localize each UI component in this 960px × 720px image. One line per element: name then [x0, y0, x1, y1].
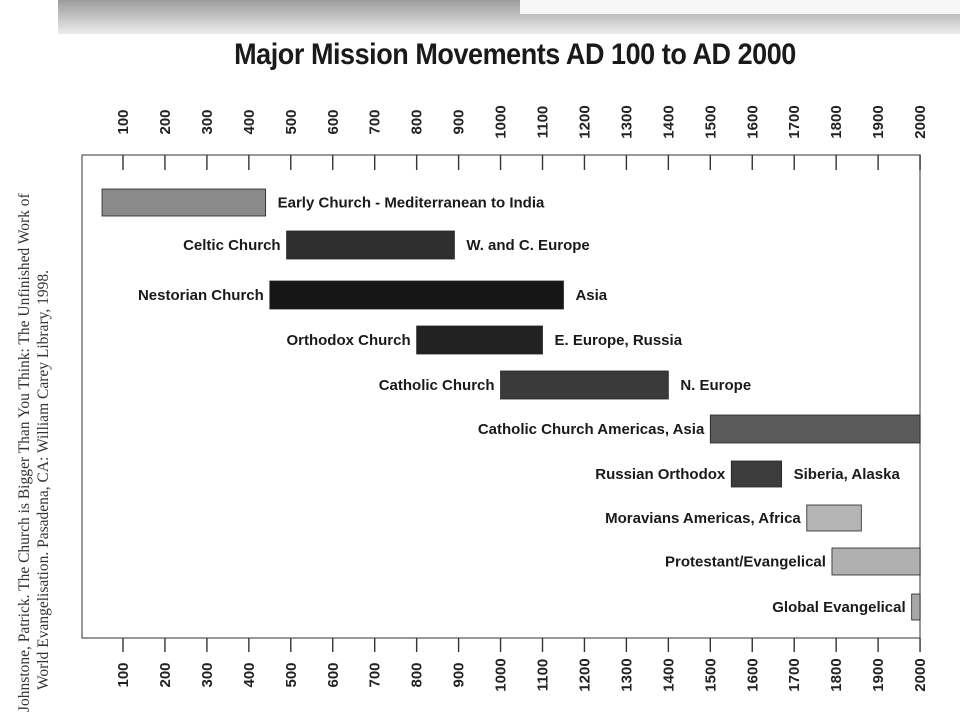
bar-celtic-church-w-and-c-europe	[286, 230, 455, 260]
top-tick-label-1400: 1400	[660, 105, 677, 138]
bar-catholic-church-n-europe	[500, 370, 669, 400]
bottom-tick-label-1200: 1200	[576, 658, 593, 691]
bottom-tick-label-1600: 1600	[744, 658, 761, 691]
bottom-axis: 100 200 300 400 500 600 700 800 900 1000 1100 1200 1…	[115, 638, 929, 692]
chart-title: Major Mission Movements AD 100 to AD 200…	[234, 38, 796, 71]
bar-label-right-nestorian-church-asia: Asia	[575, 287, 607, 304]
bar-label-left-russian-orthodox-siberia-alaska: Russian Orthodox	[595, 466, 726, 483]
bar-orthodox-church-e-europe-russia	[416, 325, 543, 355]
bar-label-left-catholic-church-americas-asia: Catholic Church Americas, Asia	[478, 421, 705, 438]
top-tick-label-600: 600	[325, 109, 342, 134]
bar-moravians-americas-africa	[806, 504, 862, 532]
bar-russian-orthodox-siberia-alaska	[730, 460, 783, 488]
bottom-tick-label-1500: 1500	[702, 658, 719, 691]
bar-catholic-church-americas-asia	[709, 414, 921, 444]
bar-protestant-evangelical-8	[831, 547, 921, 576]
bottom-tick-label-1900: 1900	[870, 658, 887, 691]
bar-label-left-celtic-church-w-and-c-europe: Celtic Church	[183, 237, 281, 254]
bar-label-right-early-church-mediterranean-to-india: Early Church - Mediterranean to India	[278, 195, 545, 212]
bar-label-left-moravians-americas-africa: Moravians Americas, Africa	[605, 510, 801, 527]
bar-label-left-catholic-church-n-europe: Catholic Church	[379, 377, 495, 394]
bar-early-church-mediterranean-to-india	[101, 188, 267, 217]
top-tick-label-2000: 2000	[912, 105, 929, 138]
bottom-tick-label-300: 300	[199, 662, 216, 687]
top-tick-label-1500: 1500	[702, 105, 719, 138]
bar-label-right-orthodox-church-e-europe-russia: E. Europe, Russia	[555, 332, 683, 349]
scan-highlight	[520, 0, 960, 14]
bottom-tick-label-600: 600	[325, 662, 342, 687]
bar-label-left-protestant-evangelical-8: Protestant/Evangelical	[665, 554, 826, 571]
top-tick-label-1000: 1000	[493, 105, 510, 138]
bar-nestorian-church-asia	[269, 280, 564, 310]
top-tick-label-700: 700	[367, 109, 384, 134]
top-tick-label-1900: 1900	[870, 105, 887, 138]
bottom-tick-label-500: 500	[283, 662, 300, 687]
bottom-tick-label-1700: 1700	[786, 658, 803, 691]
top-tick-label-100: 100	[115, 109, 132, 134]
bottom-tick-label-100: 100	[115, 662, 132, 687]
bar-label-right-celtic-church-w-and-c-europe: W. and C. Europe	[466, 237, 589, 254]
bottom-tick-label-2000: 2000	[912, 658, 929, 691]
bottom-tick-label-700: 700	[367, 662, 384, 687]
bottom-tick-label-1400: 1400	[660, 658, 677, 691]
bar-label-right-catholic-church-n-europe: N. Europe	[680, 377, 751, 394]
top-tick-label-1700: 1700	[786, 105, 803, 138]
bar-label-right-russian-orthodox-siberia-alaska: Siberia, Alaska	[794, 466, 901, 483]
bottom-tick-label-1100: 1100	[535, 659, 552, 692]
bottom-tick-label-200: 200	[157, 662, 174, 687]
top-tick-label-1600: 1600	[744, 105, 761, 138]
top-tick-label-500: 500	[283, 109, 300, 134]
top-tick-label-1800: 1800	[828, 105, 845, 138]
top-tick-label-400: 400	[241, 109, 258, 134]
bottom-tick-label-800: 800	[409, 662, 426, 687]
bottom-tick-label-1300: 1300	[618, 658, 635, 691]
top-tick-label-300: 300	[199, 109, 216, 134]
bars-group: Early Church - Mediterranean to India Cel…	[101, 188, 921, 621]
top-tick-label-1300: 1300	[618, 105, 635, 138]
bottom-tick-label-400: 400	[241, 662, 258, 687]
bar-label-left-global-evangelical-9: Global Evangelical	[772, 599, 905, 616]
bottom-tick-label-1000: 1000	[493, 658, 510, 691]
top-axis: 100 200 300 400 500 600 700 800 900 1000 1100 1200 1…	[115, 105, 929, 170]
bar-label-left-orthodox-church-e-europe-russia: Orthodox Church	[286, 332, 410, 349]
bar-label-left-nestorian-church-asia: Nestorian Church	[138, 287, 264, 304]
top-tick-label-1200: 1200	[576, 105, 593, 138]
bottom-tick-label-900: 900	[451, 662, 468, 687]
top-tick-label-1100: 1100	[535, 106, 552, 139]
top-tick-label-800: 800	[409, 109, 426, 134]
top-tick-label-900: 900	[451, 109, 468, 134]
top-tick-label-200: 200	[157, 109, 174, 134]
bar-global-evangelical-9	[911, 593, 921, 621]
bottom-tick-label-1800: 1800	[828, 658, 845, 691]
